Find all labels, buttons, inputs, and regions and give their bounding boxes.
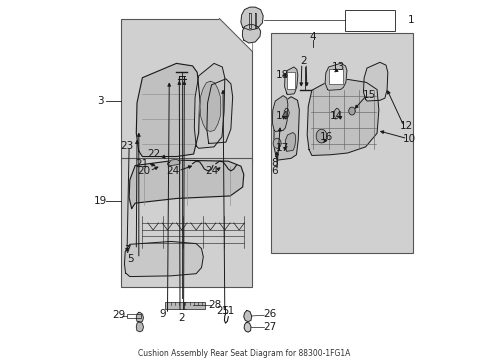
Polygon shape xyxy=(284,108,289,119)
Bar xyxy=(183,302,204,309)
Text: 5: 5 xyxy=(127,254,134,264)
Text: 15: 15 xyxy=(362,90,375,100)
Text: 18: 18 xyxy=(275,70,288,80)
Polygon shape xyxy=(129,160,244,208)
Polygon shape xyxy=(219,19,251,51)
Polygon shape xyxy=(194,63,224,148)
Polygon shape xyxy=(167,159,180,166)
Text: 6: 6 xyxy=(270,166,277,176)
Polygon shape xyxy=(285,132,295,151)
Text: 1: 1 xyxy=(407,15,413,26)
Bar xyxy=(344,10,394,31)
Polygon shape xyxy=(333,108,339,119)
Text: 26: 26 xyxy=(263,309,276,319)
Text: 7: 7 xyxy=(123,245,130,255)
Text: 21: 21 xyxy=(135,159,148,169)
Text: 27: 27 xyxy=(263,322,276,332)
Text: 20: 20 xyxy=(137,166,150,176)
Text: 19: 19 xyxy=(94,195,107,206)
Polygon shape xyxy=(306,80,378,156)
Ellipse shape xyxy=(182,77,186,82)
Bar xyxy=(121,158,251,287)
Polygon shape xyxy=(242,25,260,43)
Text: 24: 24 xyxy=(166,166,179,176)
Polygon shape xyxy=(325,63,346,90)
Polygon shape xyxy=(273,97,299,160)
Bar xyxy=(127,314,141,319)
Polygon shape xyxy=(272,96,287,131)
Text: 8: 8 xyxy=(271,158,277,168)
Text: 14: 14 xyxy=(275,111,288,121)
Text: 28: 28 xyxy=(208,300,221,310)
Polygon shape xyxy=(124,242,203,276)
Polygon shape xyxy=(244,323,250,332)
Polygon shape xyxy=(241,7,263,30)
Polygon shape xyxy=(284,67,297,95)
Text: 3: 3 xyxy=(97,96,103,106)
Text: 9: 9 xyxy=(159,309,166,319)
Ellipse shape xyxy=(200,81,221,131)
Text: 4: 4 xyxy=(308,32,315,42)
Text: 13: 13 xyxy=(331,62,345,72)
Text: 2: 2 xyxy=(178,313,185,323)
Text: 29: 29 xyxy=(112,310,125,320)
Bar xyxy=(271,33,412,253)
Bar xyxy=(164,302,186,309)
Polygon shape xyxy=(136,322,143,332)
Bar xyxy=(121,19,251,164)
Polygon shape xyxy=(248,13,250,28)
Text: 10: 10 xyxy=(402,134,415,144)
Ellipse shape xyxy=(273,138,281,148)
Polygon shape xyxy=(244,311,251,322)
Ellipse shape xyxy=(316,129,326,143)
Polygon shape xyxy=(136,312,143,323)
Bar xyxy=(328,69,342,84)
Polygon shape xyxy=(254,13,256,28)
Text: 14: 14 xyxy=(329,111,342,121)
Text: Cushion Assembly Rear Seat Diagram for 88300-1FG1A: Cushion Assembly Rear Seat Diagram for 8… xyxy=(138,349,350,358)
Text: 25: 25 xyxy=(216,306,229,316)
Ellipse shape xyxy=(177,77,181,82)
Polygon shape xyxy=(136,63,199,157)
Bar xyxy=(286,72,294,89)
Text: 2: 2 xyxy=(300,56,306,66)
Polygon shape xyxy=(206,79,232,143)
Text: 22: 22 xyxy=(147,149,161,159)
Text: 23: 23 xyxy=(120,141,133,151)
Text: 11: 11 xyxy=(221,306,235,316)
Polygon shape xyxy=(363,62,387,101)
Text: 16: 16 xyxy=(319,132,332,142)
Ellipse shape xyxy=(348,107,354,115)
Text: 24: 24 xyxy=(204,166,218,176)
Text: 12: 12 xyxy=(399,121,412,131)
Text: 17: 17 xyxy=(275,143,288,153)
